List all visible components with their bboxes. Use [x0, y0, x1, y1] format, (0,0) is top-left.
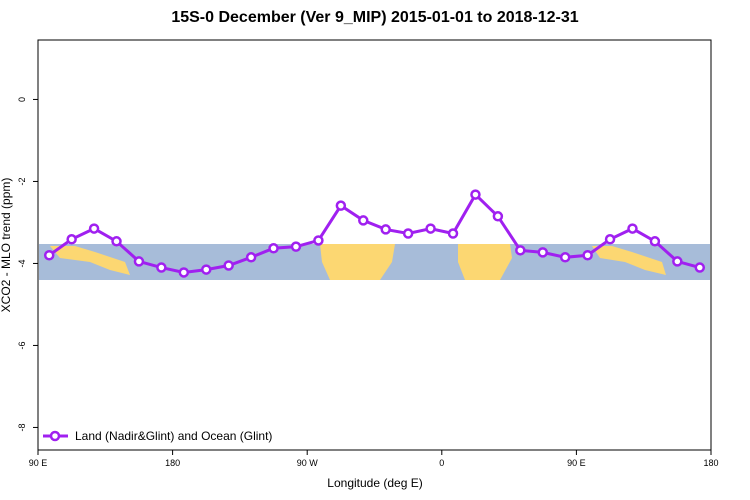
x-tick-label: 90 W [297, 458, 319, 468]
point [672, 256, 683, 267]
y-tick-label: -2 [17, 177, 27, 185]
land [458, 244, 512, 280]
point [88, 223, 100, 234]
point [515, 245, 526, 256]
point [649, 236, 661, 247]
legend-label: Land (Nadir&Glint) and Ocean (Glint) [75, 429, 272, 443]
point [447, 228, 459, 239]
point [492, 211, 504, 222]
y-tick-label: -8 [17, 423, 27, 431]
point [156, 262, 167, 273]
point [178, 267, 190, 278]
point [604, 234, 616, 245]
land [592, 246, 666, 275]
legend-marker [49, 430, 61, 442]
point [201, 264, 212, 275]
point [402, 228, 414, 239]
point [245, 252, 257, 263]
x-tick-label: 180 [165, 458, 180, 468]
map-band [39, 244, 710, 280]
point [43, 250, 55, 261]
point [133, 256, 145, 267]
point [559, 252, 571, 263]
point [290, 241, 302, 252]
chart-title: 15S-0 December (Ver 9_MIP) 2015-01-01 to… [171, 9, 578, 26]
x-tick-label: 180 [703, 458, 718, 468]
point [335, 200, 347, 211]
point [537, 247, 548, 258]
point [358, 215, 369, 226]
y-tick-label: 0 [17, 97, 27, 102]
point [582, 250, 593, 261]
land [320, 244, 395, 280]
plot-frame [37, 39, 712, 451]
point [66, 234, 77, 245]
point [111, 236, 122, 247]
x-tick-label: 0 [439, 458, 444, 468]
point [425, 223, 436, 234]
point [313, 235, 324, 246]
point [694, 262, 706, 273]
x-axis-label: Longitude (deg E) [327, 476, 422, 490]
point [627, 223, 638, 234]
y-tick-label: -4 [17, 259, 27, 267]
land [50, 246, 130, 275]
x-tick-label: 90 E [29, 458, 48, 468]
point [268, 243, 279, 254]
point [470, 189, 481, 200]
point [223, 260, 234, 271]
y-axis-label: XCO2 - MLO trend (ppm) [0, 178, 13, 313]
point [380, 224, 391, 235]
x-tick-label: 90 E [567, 458, 586, 468]
y-tick-label: -6 [17, 341, 27, 349]
